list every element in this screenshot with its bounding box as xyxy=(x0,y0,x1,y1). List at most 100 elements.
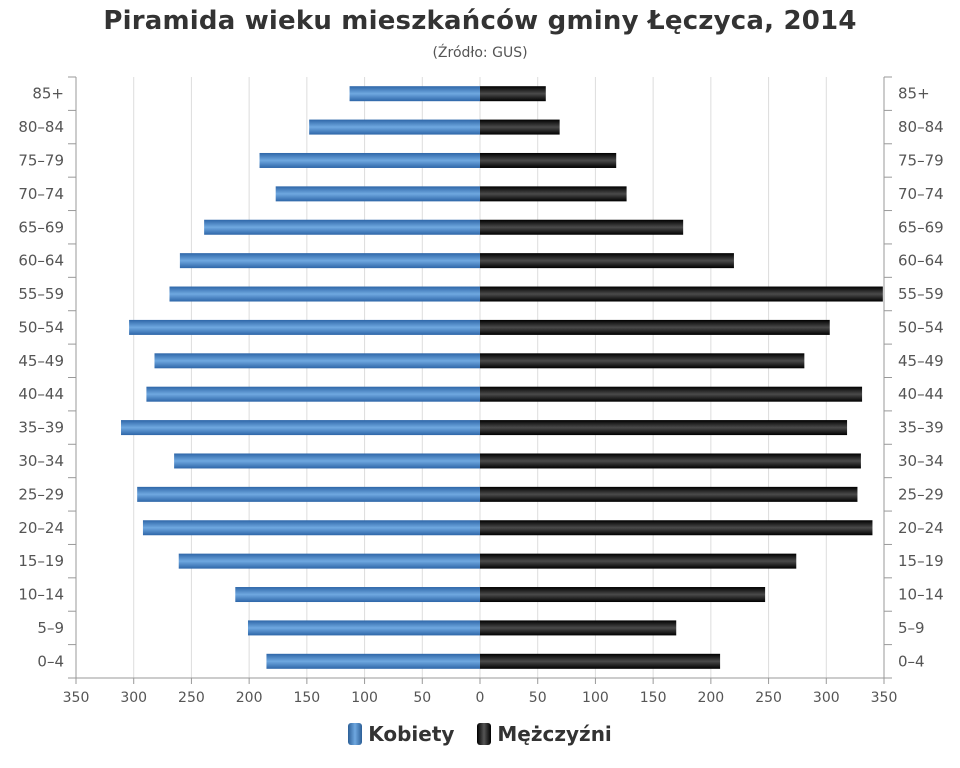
bar-mezczyzni[interactable] xyxy=(480,353,805,369)
category-label-left: 55–59 xyxy=(18,285,64,303)
bar-mezczyzni[interactable] xyxy=(480,219,684,235)
category-label-left: 5–9 xyxy=(37,619,64,637)
bar-mezczyzni[interactable] xyxy=(480,520,873,536)
x-tick-label: 0 xyxy=(476,690,485,706)
bar-mezczyzni[interactable] xyxy=(480,420,848,436)
bar-mezczyzni[interactable] xyxy=(480,453,861,469)
category-label-right: 20–24 xyxy=(898,519,944,537)
bar-kobiety[interactable] xyxy=(129,319,480,335)
bar-mezczyzni[interactable] xyxy=(480,253,734,269)
x-tick-label: 200 xyxy=(697,690,724,706)
legend-label-women: Kobiety xyxy=(368,722,455,746)
category-label-left: 15–19 xyxy=(18,552,64,570)
category-label-left: 85+ xyxy=(32,85,64,103)
x-tick-label: 50 xyxy=(413,690,431,706)
category-label-left: 40–44 xyxy=(18,385,64,403)
x-tick-label: 300 xyxy=(813,690,840,706)
category-label-left: 20–24 xyxy=(18,519,64,537)
bar-mezczyzni[interactable] xyxy=(480,86,546,102)
bar-kobiety[interactable] xyxy=(179,253,480,269)
legend-item-men[interactable]: Mężczyźni xyxy=(477,722,612,746)
category-label-right: 75–79 xyxy=(898,151,944,169)
bar-kobiety[interactable] xyxy=(247,620,480,636)
chart-subtitle: (Źródło: GUS) xyxy=(432,45,528,61)
axes xyxy=(68,76,892,684)
bar-kobiety[interactable] xyxy=(275,186,480,202)
bar-mezczyzni[interactable] xyxy=(480,319,830,335)
bar-kobiety[interactable] xyxy=(169,286,481,302)
chart-title: Piramida wieku mieszkańców gminy Łęczyca… xyxy=(103,6,857,36)
legend-swatch-men xyxy=(477,723,492,745)
category-label-left: 60–64 xyxy=(18,252,64,270)
bar-mezczyzni[interactable] xyxy=(480,587,766,603)
category-label-left: 80–84 xyxy=(18,118,64,136)
bar-kobiety[interactable] xyxy=(146,386,480,402)
bar-kobiety[interactable] xyxy=(266,653,480,669)
legend-item-women[interactable]: Kobiety xyxy=(348,722,454,746)
category-label-left: 0–4 xyxy=(37,652,64,670)
legend-swatch-women xyxy=(348,723,363,745)
category-label-right: 10–14 xyxy=(898,586,944,604)
x-tick-label: 150 xyxy=(293,690,320,706)
category-label-left: 70–74 xyxy=(18,185,64,203)
category-label-left: 25–29 xyxy=(18,485,64,503)
bar-mezczyzni[interactable] xyxy=(480,119,560,135)
legend: Kobiety Mężczyźni xyxy=(0,722,960,750)
category-label-right: 85+ xyxy=(898,85,930,103)
category-label-left: 65–69 xyxy=(18,218,64,236)
bar-mezczyzni[interactable] xyxy=(480,486,858,502)
bar-kobiety[interactable] xyxy=(142,520,480,536)
category-label-right: 65–69 xyxy=(898,218,944,236)
x-tick-label: 250 xyxy=(178,690,205,706)
bar-kobiety[interactable] xyxy=(121,420,480,436)
x-tick-label: 100 xyxy=(582,690,609,706)
legend-label-men: Mężczyźni xyxy=(497,722,612,746)
x-tick-label: 50 xyxy=(529,690,547,706)
bar-kobiety[interactable] xyxy=(349,86,480,102)
bar-mezczyzni[interactable] xyxy=(480,653,721,669)
bar-mezczyzni[interactable] xyxy=(480,286,883,302)
category-label-left: 50–54 xyxy=(18,318,64,336)
category-label-right: 30–34 xyxy=(898,452,944,470)
category-label-right: 5–9 xyxy=(898,619,925,637)
bar-mezczyzni[interactable] xyxy=(480,386,863,402)
category-label-right: 45–49 xyxy=(898,352,944,370)
bar-kobiety[interactable] xyxy=(259,152,480,168)
x-tick-label: 100 xyxy=(351,690,378,706)
x-tick-label: 150 xyxy=(640,690,667,706)
category-label-left: 30–34 xyxy=(18,452,64,470)
labels: 350 300 250 200 150 100 50 0 50 100 150 200 250 300 35… xyxy=(18,85,943,706)
bars xyxy=(121,86,883,669)
category-label-left: 75–79 xyxy=(18,151,64,169)
bar-kobiety[interactable] xyxy=(137,486,481,502)
category-label-right: 35–39 xyxy=(898,419,944,437)
bar-mezczyzni[interactable] xyxy=(480,620,677,636)
category-label-right: 55–59 xyxy=(898,285,944,303)
bar-kobiety[interactable] xyxy=(154,353,480,369)
category-label-left: 35–39 xyxy=(18,419,64,437)
x-tick-label: 350 xyxy=(871,690,898,706)
bar-kobiety[interactable] xyxy=(204,219,480,235)
category-label-right: 15–19 xyxy=(898,552,944,570)
category-label-left: 45–49 xyxy=(18,352,64,370)
category-label-right: 70–74 xyxy=(898,185,944,203)
bar-kobiety[interactable] xyxy=(309,119,480,135)
bar-mezczyzni[interactable] xyxy=(480,553,797,569)
category-label-right: 80–84 xyxy=(898,118,944,136)
bar-kobiety[interactable] xyxy=(178,553,480,569)
bar-kobiety[interactable] xyxy=(235,587,480,603)
category-label-right: 0–4 xyxy=(898,652,925,670)
category-label-right: 60–64 xyxy=(898,252,944,270)
x-tick-label: 250 xyxy=(755,690,782,706)
bar-mezczyzni[interactable] xyxy=(480,186,627,202)
category-label-right: 50–54 xyxy=(898,318,944,336)
x-tick-label: 300 xyxy=(120,690,147,706)
x-tick-label: 200 xyxy=(236,690,263,706)
x-tick-label: 350 xyxy=(63,690,90,706)
bar-mezczyzni[interactable] xyxy=(480,152,617,168)
category-label-right: 40–44 xyxy=(898,385,944,403)
category-label-right: 25–29 xyxy=(898,485,944,503)
bar-kobiety[interactable] xyxy=(174,453,480,469)
category-label-left: 10–14 xyxy=(18,586,64,604)
